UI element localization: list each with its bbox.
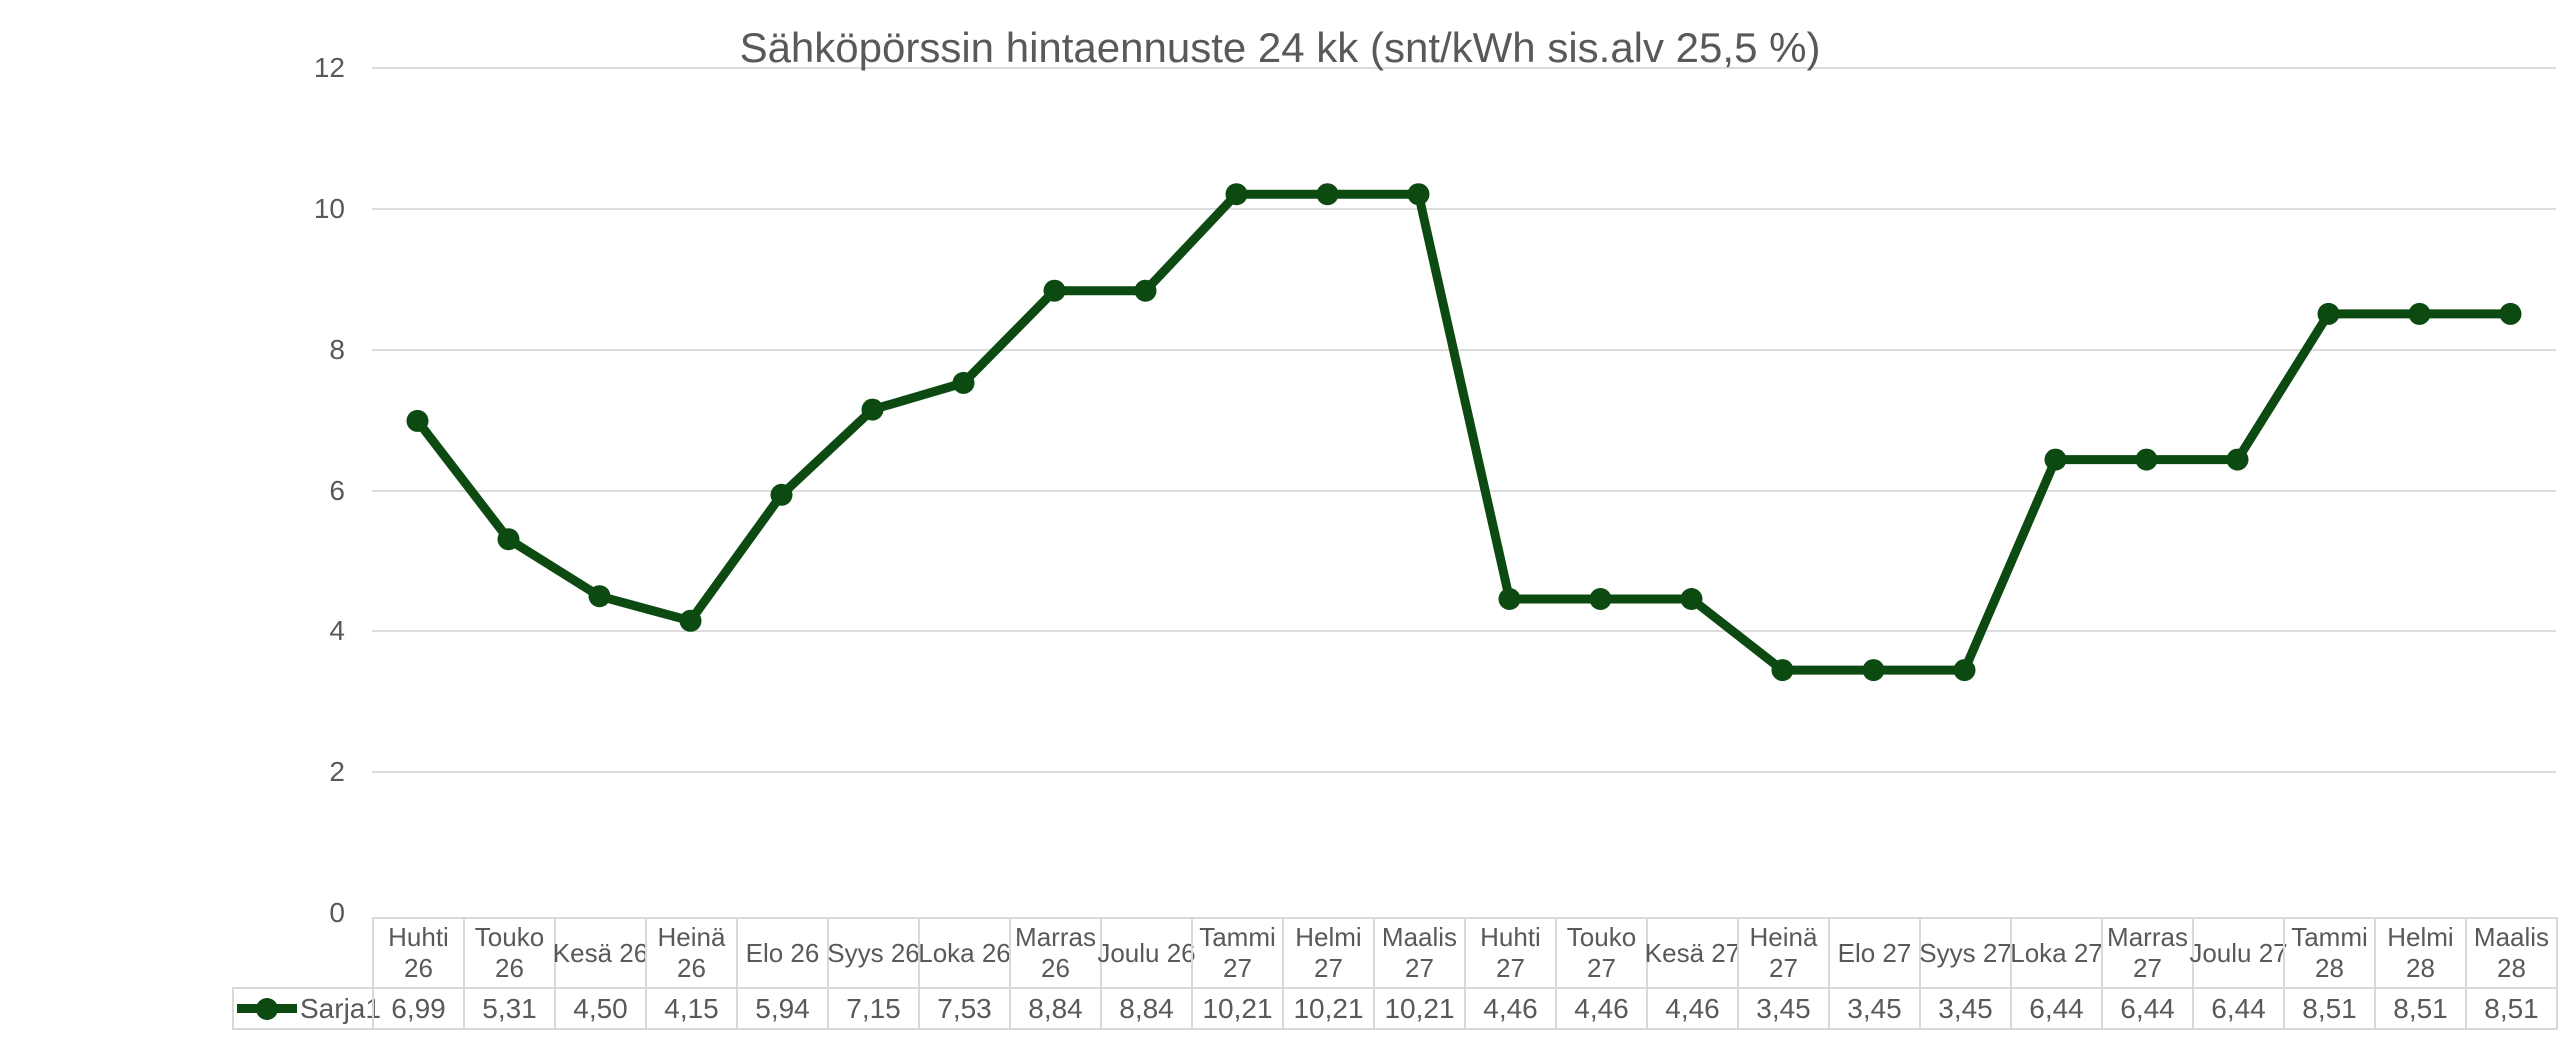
data-point-marker <box>770 483 793 506</box>
category-cell: Marras 27 <box>2101 919 2192 987</box>
y-axis-tick-label: 10 <box>313 193 345 224</box>
gridline <box>372 771 2556 774</box>
value-cell: 3,45 <box>1737 989 1828 1028</box>
category-cell: Syys 26 <box>827 919 920 987</box>
data-point-marker <box>588 585 611 608</box>
legend-cell: Sarja1 <box>232 989 381 1028</box>
category-cell: Joulu 26 <box>1097 919 1196 987</box>
value-cell: 6,99 <box>372 989 463 1028</box>
series-marker-dot-icon <box>256 997 278 1020</box>
category-cell: Elo 26 <box>736 919 827 987</box>
value-cell: 8,51 <box>2374 989 2465 1028</box>
value-cell: 3,45 <box>1828 989 1919 1028</box>
value-cell: 8,84 <box>1100 989 1191 1028</box>
series-line-marker-icon <box>237 997 297 1020</box>
data-point-marker <box>1225 183 1248 206</box>
category-cell: Tammi 28 <box>2283 919 2374 987</box>
value-cell: 4,15 <box>645 989 736 1028</box>
value-cell: 3,45 <box>1919 989 2010 1028</box>
value-cell: 4,50 <box>554 989 645 1028</box>
value-cell: 10,21 <box>1191 989 1282 1028</box>
category-cell: Touko 26 <box>463 919 554 987</box>
data-point-marker <box>1407 183 1430 206</box>
data-point-marker <box>2317 302 2340 325</box>
data-point-marker <box>2226 448 2249 471</box>
data-point-marker <box>406 409 429 432</box>
value-cell: 7,15 <box>827 989 918 1028</box>
category-cell: Helmi 28 <box>2374 919 2465 987</box>
value-cell: 7,53 <box>918 989 1009 1028</box>
category-cell: Joulu 27 <box>2189 919 2288 987</box>
category-cell: Loka 27 <box>2010 919 2103 987</box>
data-point-marker <box>1589 588 1612 610</box>
data-point-marker <box>2044 448 2067 471</box>
data-point-marker <box>679 609 702 632</box>
category-cell: Elo 27 <box>1828 919 1919 987</box>
category-cell: Kesä 27 <box>1645 919 1740 987</box>
category-cell: Helmi 27 <box>1282 919 1373 987</box>
value-cell: 8,51 <box>2283 989 2374 1028</box>
data-point-marker <box>1498 588 1521 610</box>
gridline <box>372 67 2556 70</box>
gridline <box>372 630 2556 633</box>
data-point-marker <box>1680 588 1703 610</box>
data-point-marker <box>1316 183 1339 206</box>
category-cell: Heinä 26 <box>645 919 736 987</box>
value-cell: 5,94 <box>736 989 827 1028</box>
series-line-svg <box>406 183 2522 682</box>
series-name: Sarja1 <box>300 992 381 1024</box>
category-cell: Maalis 28 <box>2465 919 2558 987</box>
value-cell: 8,51 <box>2465 989 2558 1028</box>
category-cell: Tammi 27 <box>1191 919 1282 987</box>
category-cell: Maalis 27 <box>1373 919 1464 987</box>
data-point-marker <box>861 398 884 421</box>
category-cell: Heinä 27 <box>1737 919 1828 987</box>
gridline <box>372 208 2556 210</box>
category-cell: Marras 26 <box>1009 919 1100 987</box>
y-axis-tick-label: 4 <box>329 615 345 647</box>
data-table-value-row: Sarja1 6,99 5,31 4,50 4,15 5,94 7,15 7,53 8,84 8… <box>232 987 2558 1030</box>
value-cell: 5,31 <box>463 989 554 1028</box>
data-point-marker <box>1771 659 1794 682</box>
y-axis-tick-label: 2 <box>329 756 345 788</box>
value-cell: 6,44 <box>2101 989 2192 1028</box>
gridline <box>372 489 2556 492</box>
value-cell: 6,44 <box>2192 989 2283 1028</box>
category-cell: Kesä 26 <box>553 919 648 987</box>
gridline <box>372 348 2556 351</box>
y-axis-tick-label: 12 <box>313 52 345 84</box>
data-point-marker <box>2408 302 2431 325</box>
y-axis-tick-label: 8 <box>329 333 345 365</box>
value-cell: 10,21 <box>1373 989 1464 1028</box>
data-point-marker <box>1862 659 1885 682</box>
category-cell: Touko 27 <box>1555 919 1646 987</box>
value-cell: 6,44 <box>2010 989 2101 1028</box>
value-cell: 4,46 <box>1464 989 1555 1028</box>
data-point-marker <box>497 528 520 551</box>
value-cell: 4,46 <box>1555 989 1646 1028</box>
y-axis-tick-label: 0 <box>329 897 345 928</box>
category-cell: Syys 27 <box>1919 919 2012 987</box>
category-cell: Huhti 26 <box>372 919 463 987</box>
data-point-marker <box>1953 659 1976 682</box>
data-point-marker <box>2135 448 2158 471</box>
value-cell: 4,46 <box>1646 989 1737 1028</box>
category-cell: Huhti 27 <box>1464 919 1555 987</box>
category-header-row: Huhti 26 Touko 26 Kesä 26 Heinä 26 Elo 26 Syy… <box>372 917 2558 987</box>
value-cell: 10,21 <box>1282 989 1373 1028</box>
value-cell: 8,84 <box>1009 989 1100 1028</box>
data-point-marker <box>1134 279 1157 302</box>
series-line <box>413 189 2515 675</box>
y-axis-tick-label: 6 <box>329 474 345 506</box>
category-cell: Loka 26 <box>918 919 1011 987</box>
data-point-marker <box>952 371 975 394</box>
data-point-marker <box>1043 279 1066 302</box>
data-point-marker <box>2499 302 2522 325</box>
